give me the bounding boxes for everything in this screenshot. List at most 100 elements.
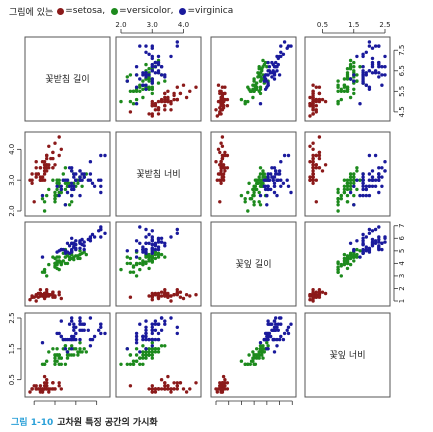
setosa-point: [156, 291, 161, 296]
setosa-point: [311, 141, 315, 145]
setosa-point: [223, 85, 227, 89]
virginica-point: [99, 331, 103, 336]
virginica-point: [348, 77, 353, 81]
virginica-point: [156, 322, 161, 326]
virginica-point: [272, 184, 277, 188]
panel-points-r3-c1: [119, 316, 198, 394]
virginica-point: [141, 83, 145, 87]
setosa-point: [178, 295, 183, 299]
axis-tick-label: 6: [398, 236, 406, 241]
virginica-point: [169, 54, 173, 59]
setosa-point: [311, 294, 315, 298]
virginica-point: [377, 240, 381, 244]
versicolor-point: [358, 65, 362, 69]
virginica-point: [266, 172, 270, 176]
setosa-point: [317, 153, 322, 158]
virginica-point: [370, 60, 375, 65]
virginica-point: [286, 325, 291, 329]
virginica-point: [262, 337, 266, 342]
versicolor-point: [355, 247, 359, 252]
axis-tick-label: 4.0: [178, 21, 189, 29]
legend-setosa-label: =setosa,: [65, 6, 106, 16]
versicolor-point: [47, 350, 51, 354]
virginica-point: [88, 236, 93, 240]
versicolor-point: [336, 197, 340, 201]
setosa-point: [218, 112, 222, 116]
versicolor-point: [141, 356, 145, 360]
virginica-point: [367, 227, 372, 232]
virginica-point: [82, 247, 86, 252]
virginica-point: [141, 73, 145, 77]
setosa-point: [220, 381, 225, 385]
axis-tick-label: 3: [398, 274, 406, 278]
versicolor-point: [144, 260, 148, 264]
versicolor-point: [336, 270, 340, 274]
versicolor-point: [150, 254, 154, 258]
versicolor-point: [67, 353, 72, 357]
setosa-point: [40, 390, 45, 394]
virginica-point: [274, 322, 278, 326]
virginica-point: [88, 337, 93, 342]
versicolor-point: [65, 356, 70, 360]
setosa-point: [45, 156, 49, 161]
virginica-point: [74, 331, 78, 336]
virginica-point: [61, 337, 65, 342]
setosa-point: [172, 97, 176, 102]
virginica-point: [97, 328, 101, 332]
versicolor-point: [342, 187, 347, 192]
virginica-point: [266, 347, 270, 351]
versicolor-point: [258, 347, 263, 351]
virginica-point: [150, 322, 154, 326]
virginica-point: [70, 169, 74, 173]
legend-virginica-marker: [179, 7, 187, 15]
virginica-point: [377, 190, 381, 195]
setosa-point: [128, 295, 133, 299]
virginica-point: [65, 190, 70, 195]
virginica-point: [266, 60, 270, 65]
setosa-point: [156, 108, 161, 112]
virginica-point: [361, 175, 365, 179]
setosa-point: [153, 387, 158, 391]
versicolor-point: [67, 203, 72, 207]
axis-tick-label: 1: [398, 299, 406, 303]
virginica-point: [72, 328, 76, 332]
setosa-point: [323, 163, 328, 167]
versicolor-point: [342, 190, 347, 195]
virginica-point: [355, 178, 359, 182]
virginica-point: [144, 325, 148, 329]
virginica-point: [272, 166, 277, 170]
versicolor-point: [260, 353, 264, 357]
setosa-point: [175, 291, 179, 296]
axis-tick-label: 0.5: [317, 21, 328, 29]
virginica-point: [70, 319, 74, 323]
versicolor-point: [131, 270, 136, 274]
setosa-point: [53, 141, 57, 145]
virginica-point: [88, 344, 93, 348]
axis-tick-label: 3.0: [8, 175, 16, 186]
versicolor-point: [141, 79, 145, 83]
setosa-point: [30, 181, 34, 185]
virginica-point: [40, 341, 45, 345]
panel-points-r0-c2: [214, 40, 293, 118]
virginica-point: [383, 54, 387, 59]
versicolor-point: [352, 252, 356, 257]
versicolor-point: [348, 251, 353, 255]
axis-tick-label: 7: [398, 224, 406, 228]
setosa-point: [225, 97, 230, 102]
versicolor-point: [57, 260, 61, 264]
setosa-point: [188, 89, 192, 94]
setosa-point: [163, 108, 167, 112]
versicolor-point: [243, 99, 247, 104]
virginica-point: [373, 239, 378, 243]
virginica-point: [150, 54, 154, 59]
versicolor-point: [342, 89, 347, 94]
versicolor-point: [63, 362, 68, 366]
virginica-point: [125, 347, 129, 351]
versicolor-point: [134, 359, 139, 363]
virginica-point: [352, 184, 356, 188]
legend-prefix: 그림에 있는: [9, 7, 54, 18]
versicolor-point: [253, 85, 258, 89]
versicolor-point: [141, 362, 145, 366]
versicolor-point: [134, 274, 139, 278]
versicolor-point: [246, 85, 250, 89]
